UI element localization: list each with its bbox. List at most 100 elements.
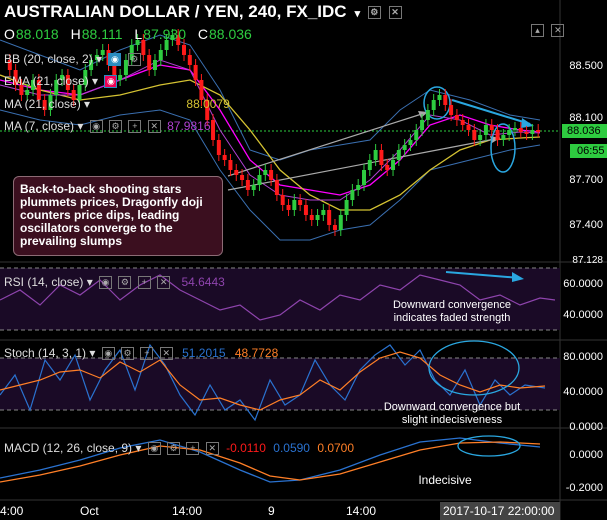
- candle-body: [100, 50, 105, 55]
- rsi-axis-label: 40.0000: [563, 309, 603, 321]
- candle-body: [187, 55, 192, 65]
- settings-icon[interactable]: ⚙: [118, 276, 132, 290]
- macd-axis-label: 0.0000: [569, 449, 603, 461]
- candle-body: [327, 210, 332, 225]
- add-icon[interactable]: +: [128, 120, 142, 134]
- eye-icon[interactable]: ◉: [101, 347, 115, 361]
- candle-body: [530, 130, 535, 134]
- ema-legend[interactable]: EMA (21, close) ▾ ◉: [4, 74, 118, 89]
- candle-body: [71, 90, 76, 100]
- ma21-label[interactable]: MA (21, close): [4, 97, 81, 111]
- rsi-axis-label: 60.0000: [563, 278, 603, 290]
- macd-hist-value: -0.0110: [226, 441, 266, 455]
- candle-body: [449, 105, 454, 115]
- candle-body: [269, 170, 274, 180]
- time-label: Oct: [80, 504, 99, 518]
- eye-icon[interactable]: ◉: [147, 442, 161, 456]
- downtrend-arrow: [451, 99, 531, 125]
- candle-body: [385, 165, 390, 170]
- macd-signal-line: [0, 441, 541, 483]
- candle-body: [36, 80, 41, 100]
- candle-body: [408, 140, 413, 145]
- close-icon[interactable]: ✕: [205, 442, 219, 456]
- close-icon[interactable]: ✕: [147, 120, 161, 134]
- settings-icon[interactable]: ⚙: [367, 6, 381, 20]
- bb-label[interactable]: BB (20, close, 2): [4, 52, 93, 66]
- ma21-legend[interactable]: MA (21, close) ▾ 88.0079: [4, 97, 233, 111]
- chevron-down-icon[interactable]: ▾: [354, 8, 361, 20]
- highlight-ellipse-1: [423, 86, 451, 120]
- macd-axis-label: -0.2000: [565, 482, 603, 494]
- candle-body: [274, 180, 279, 195]
- candle-body: [431, 100, 436, 110]
- macd-value: 0.0590: [273, 441, 310, 455]
- ma7-label[interactable]: MA (7, close): [4, 119, 75, 133]
- macd-label[interactable]: MACD (12, 26, close, 9): [4, 441, 133, 455]
- candle-body: [31, 80, 36, 90]
- settings-icon[interactable]: ⚙: [121, 347, 135, 361]
- macd-legend[interactable]: MACD (12, 26, close, 9) ▾ ◉ ⚙ + ✕ -0.011…: [4, 441, 355, 456]
- candle-body: [303, 205, 308, 215]
- candle-body: [315, 215, 320, 220]
- settings-icon[interactable]: ⚙: [109, 120, 123, 134]
- settings-icon[interactable]: ⚙: [127, 53, 141, 67]
- candle-body: [321, 210, 326, 215]
- rsi-legend[interactable]: RSI (14, close) ▾ ◉ ⚙ + ✕ 54.6443: [4, 275, 225, 290]
- settings-icon[interactable]: ⚙: [167, 442, 181, 456]
- rsi-note: Downward convergence indicates faded str…: [392, 299, 511, 324]
- symbol-label[interactable]: AUSTRALIAN DOLLAR / YEN, 240, FX_IDC: [4, 2, 347, 21]
- candle-body: [373, 150, 378, 160]
- macd-note: Indecisive: [418, 473, 472, 487]
- add-icon[interactable]: +: [140, 347, 154, 361]
- close-icon[interactable]: ✕: [157, 276, 171, 290]
- time-cursor-label: 2017-10-17 22:00:00: [443, 504, 555, 518]
- candle-body: [164, 40, 169, 50]
- macd-signal-value: 0.0700: [317, 441, 355, 455]
- candle-body: [251, 185, 256, 190]
- countdown-badge: 06:55: [577, 145, 605, 157]
- ma7-legend[interactable]: MA (7, close) ▾ ◉ ⚙ + ✕ 87.9816: [4, 119, 214, 134]
- eye-icon[interactable]: ◉: [104, 75, 118, 89]
- candle-body: [309, 215, 314, 220]
- candle-body: [245, 180, 250, 190]
- candle-body: [425, 110, 430, 120]
- candle-body: [65, 75, 70, 90]
- bb-legend[interactable]: BB (20, close, 2) ▾ ◉ ⚙: [4, 52, 141, 67]
- close-icon[interactable]: ✕: [551, 24, 565, 38]
- stoch-highlight-ellipse: [428, 340, 520, 396]
- price-label: 87.700: [569, 174, 603, 186]
- eye-icon[interactable]: ◉: [89, 120, 103, 134]
- ma7-value: 87.9816: [167, 119, 211, 133]
- candle-body: [286, 205, 291, 210]
- candle-body: [466, 125, 471, 130]
- stoch-d-line: [0, 351, 546, 411]
- time-label: 9: [268, 504, 275, 518]
- eye-icon[interactable]: ◉: [108, 53, 122, 67]
- chart-title: AUSTRALIAN DOLLAR / YEN, 240, FX_IDC ▾ ⚙ …: [4, 2, 402, 22]
- close-icon[interactable]: ✕: [388, 6, 402, 20]
- candle-body: [112, 65, 117, 80]
- add-icon[interactable]: +: [137, 276, 151, 290]
- candle-body: [396, 150, 401, 160]
- candle-body: [512, 128, 517, 130]
- price-label: 87.400: [569, 219, 603, 231]
- eye-icon[interactable]: ◉: [99, 276, 113, 290]
- candle-body: [362, 170, 366, 185]
- stoch-label[interactable]: Stoch (14, 3, 1): [4, 346, 87, 360]
- candle-body: [350, 190, 355, 200]
- highlight-ellipse-2: [490, 123, 516, 173]
- stoch-axis-label: 80.0000: [563, 351, 603, 363]
- close-icon[interactable]: ✕: [159, 347, 173, 361]
- ema-label[interactable]: EMA (21, close): [4, 74, 89, 88]
- stoch-legend[interactable]: Stoch (14, 3, 1) ▾ ◉ ⚙ + ✕ 51.2015 48.77…: [4, 346, 279, 361]
- price-label: 88.500: [569, 60, 603, 72]
- stoch-d-value: 48.7728: [234, 346, 279, 360]
- candle-body: [42, 100, 47, 110]
- price-label: 88.100: [569, 112, 603, 124]
- candle-body: [332, 225, 337, 230]
- chevron-up-icon[interactable]: ▴: [531, 24, 544, 38]
- add-icon[interactable]: +: [186, 442, 200, 456]
- rsi-label[interactable]: RSI (14, close): [4, 275, 84, 289]
- candle-body: [83, 70, 88, 85]
